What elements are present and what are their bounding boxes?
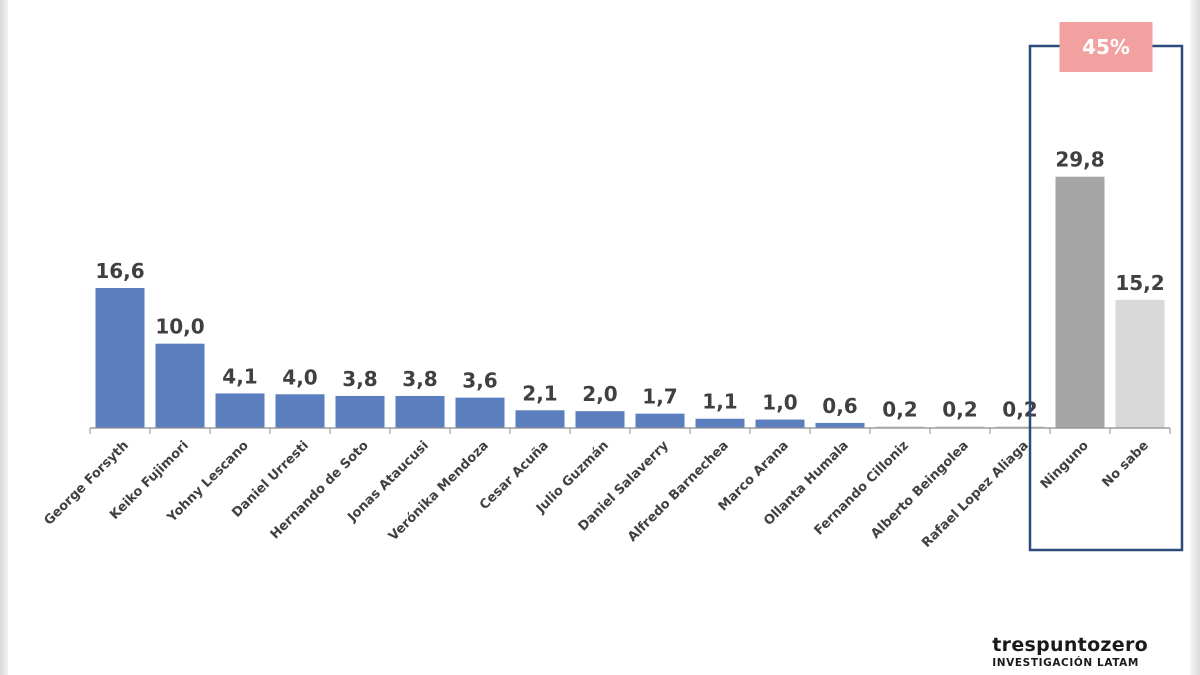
value-label-marco-arana: 1,0 (762, 391, 797, 415)
brand-name: trespuntozero (992, 634, 1148, 656)
bar-cesar-acuna (515, 410, 565, 428)
brand-subtitle: INVESTIGACIÓN LATAM (992, 657, 1139, 669)
bar-ollanta-humala (815, 422, 865, 428)
value-label-alberto-beingolea: 0,2 (942, 397, 977, 421)
value-label-hernando-de-soto: 3,8 (342, 367, 377, 391)
category-label-no-sabe: No sabe (1100, 438, 1152, 490)
value-label-yohny-lescano: 4,1 (222, 364, 257, 388)
bar-daniel-urresti (275, 394, 325, 428)
value-label-cesar-acuna: 2,1 (522, 381, 557, 405)
value-label-veronika-mendoza: 3,6 (462, 369, 497, 393)
category-label-alfredo-barnechea: Alfredo Barnechea (625, 438, 732, 545)
bar-rafael-lopez-aliaga (995, 426, 1045, 428)
bar-keiko-fujimori (155, 343, 205, 428)
value-label-fernando-cilloniz: 0,2 (882, 397, 917, 421)
category-label-veronika-mendoza: Verónika Mendoza (386, 438, 492, 544)
value-label-ollanta-humala: 0,6 (822, 394, 857, 418)
highlight-tag (1059, 22, 1153, 72)
bar-julio-guzman (575, 411, 625, 428)
category-label-hernando-de-soto: Hernando de Soto (268, 438, 372, 542)
value-label-ninguno: 29,8 (1055, 148, 1104, 172)
bar-yohny-lescano (215, 393, 265, 428)
right-edge-shadow (1190, 0, 1200, 675)
category-label-rafael-lopez-aliaga: Rafael Lopez Aliaga (919, 438, 1032, 551)
value-label-rafael-lopez-aliaga: 0,2 (1002, 397, 1037, 421)
value-label-julio-guzman: 2,0 (582, 382, 617, 406)
value-label-keiko-fujimori: 10,0 (155, 315, 204, 339)
bar-alfredo-barnechea (695, 418, 745, 428)
value-label-jonas-ataucusi: 3,8 (402, 367, 437, 391)
bar-fernando-cilloniz (875, 426, 925, 428)
bar-daniel-salaverry (635, 413, 685, 428)
bar-alberto-beingolea (935, 426, 985, 428)
category-label-ninguno: Ninguno (1038, 438, 1092, 492)
value-label-daniel-urresti: 4,0 (282, 365, 317, 389)
value-label-alfredo-barnechea: 1,1 (702, 390, 737, 414)
bar-hernando-de-soto (335, 395, 385, 428)
bars-group (95, 176, 1165, 428)
bar-marco-arana (755, 419, 805, 428)
brand-logo: trespuntozero INVESTIGACIÓN LATAM (992, 634, 1148, 669)
value-labels-group: 16,6 10,0 4,1 4,0 3,8 3,8 3,6 2,1 2,0 1,7 1,1 1,0 0,… (95, 148, 1164, 422)
highlight-tag-label: 45% (1082, 35, 1130, 59)
category-label-alberto-beingolea: Alberto Beingolea (868, 438, 972, 542)
bar-no-sabe (1115, 299, 1165, 428)
bar-ninguno (1055, 176, 1105, 428)
bar-veronika-mendoza (455, 397, 505, 428)
value-label-daniel-salaverry: 1,7 (642, 385, 677, 409)
ticks-group (89, 428, 1171, 434)
value-label-no-sabe: 15,2 (1115, 271, 1164, 295)
bar-george-forsyth (95, 288, 145, 428)
bar-jonas-ataucusi (395, 395, 445, 428)
value-label-george-forsyth: 16,6 (95, 259, 144, 283)
left-edge-shadow (0, 0, 8, 675)
